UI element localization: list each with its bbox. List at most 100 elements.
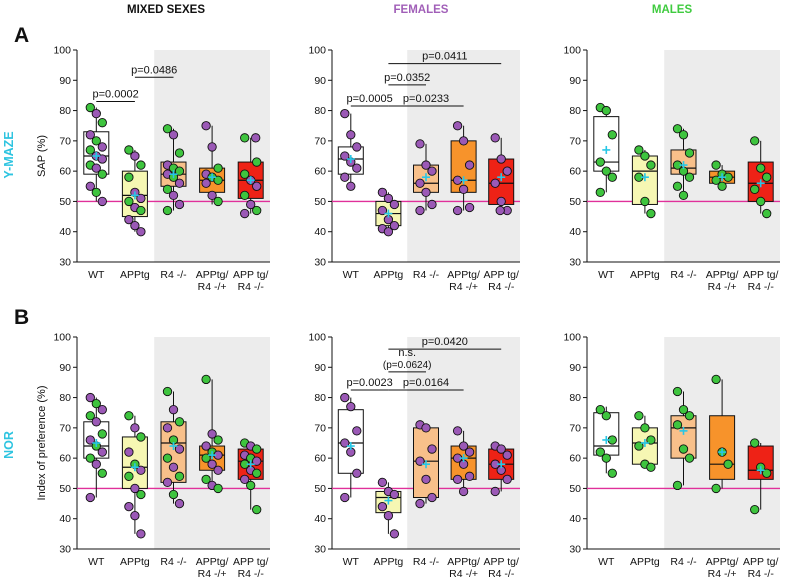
mean-marker (497, 173, 506, 182)
data-point-male (162, 205, 173, 216)
data-point-male (711, 175, 721, 185)
data-point-male (252, 444, 262, 454)
data-point-female (174, 199, 185, 210)
data-point-male (162, 124, 173, 134)
x-category-label: WT (88, 556, 105, 568)
data-point-female (174, 444, 185, 454)
x-category-label: R4 -/- (488, 568, 515, 580)
data-point-male (124, 411, 134, 421)
data-point-female (246, 199, 256, 210)
data-point-female (162, 477, 173, 488)
y-tick-label: 100 (53, 45, 71, 57)
data-point-female (136, 227, 146, 237)
x-category-label: R4 -/- (413, 269, 440, 281)
x-category-label: R4 -/- (670, 269, 697, 281)
x-category-label: APP tg/ (233, 556, 268, 568)
data-point-male (634, 411, 644, 421)
data-point-female (85, 435, 95, 445)
data-point-female (383, 193, 394, 204)
data-point-male (124, 196, 134, 207)
data-point-female (427, 199, 437, 210)
chart-nor-males: 30 40 50 60 70 80 90 100 WT APPtg R4 -/- APPtg/R4 -… (563, 332, 780, 580)
data-point-male (595, 447, 605, 457)
x-category-label: APPtg/ (196, 556, 229, 568)
data-point-male (684, 411, 695, 421)
y-axis-title: SAP (%) (36, 135, 48, 177)
y-tick-label: 90 (59, 75, 71, 87)
data-point-male (672, 480, 683, 491)
data-point-female (136, 529, 146, 539)
data-point-male (762, 468, 772, 478)
y-tick-label: 70 (59, 135, 71, 147)
data-point-female (130, 221, 140, 231)
data-point-female (502, 474, 512, 484)
mean-marker (679, 161, 688, 170)
significance-label: p=0.0005 (347, 93, 393, 105)
y-tick-label: 50 (59, 196, 71, 208)
y-tick-label: 90 (314, 362, 326, 374)
data-point-male (124, 471, 134, 481)
mean-marker (602, 435, 611, 444)
data-point-female (421, 474, 431, 484)
data-point-male (174, 471, 185, 481)
data-point-female (421, 423, 431, 433)
data-point-male (85, 145, 95, 155)
data-point-male (711, 374, 721, 385)
data-point-female (389, 221, 400, 231)
data-point-female (162, 423, 173, 433)
data-point-female (340, 172, 350, 182)
significance-label: p=0.0002 (93, 88, 139, 100)
data-point-female (421, 187, 431, 197)
x-category-label: APPtg (630, 269, 660, 281)
data-point-female (252, 456, 262, 466)
data-point-male (717, 181, 727, 191)
data-point-female (97, 447, 107, 457)
x-category-label: APPtg/ (447, 269, 480, 281)
y-tick-label: 40 (314, 513, 326, 525)
x-category-label: R4 -/+ (198, 568, 227, 580)
data-point-male (601, 105, 611, 116)
data-point-male (252, 205, 262, 216)
data-point-male (91, 398, 101, 409)
data-point-female (97, 196, 107, 207)
data-point-male (711, 160, 721, 170)
y-tick-label: 50 (314, 196, 326, 208)
mean-marker (92, 439, 101, 447)
data-point-female (136, 193, 146, 204)
data-point-male (595, 405, 605, 415)
y-tick-label: 70 (569, 422, 581, 434)
x-category-label: R4 -/- (670, 556, 697, 568)
data-point-male (213, 175, 223, 185)
x-category-label: R4 -/+ (198, 281, 227, 293)
data-point-female (415, 178, 425, 188)
data-point-female (427, 444, 437, 454)
data-point-female (251, 133, 261, 143)
box-iqr (121, 436, 148, 489)
data-point-female (130, 483, 140, 494)
data-point-female (240, 208, 250, 219)
header-males: MALES (652, 4, 693, 16)
x-category-label: WT (598, 269, 615, 281)
x-category-label: APPtg (120, 269, 150, 281)
y-tick-label: 30 (569, 257, 581, 269)
data-point-female (130, 511, 140, 521)
y-tick-label: 70 (314, 135, 326, 147)
y-tick-label: 40 (59, 226, 71, 238)
data-point-male (201, 474, 211, 484)
data-point-female (207, 142, 217, 152)
data-point-male (684, 453, 695, 463)
y-tick-label: 90 (569, 75, 581, 87)
data-point-female (130, 423, 140, 433)
data-point-male (684, 148, 695, 158)
data-point-female (136, 465, 146, 475)
data-point-female (201, 441, 211, 451)
data-point-male (678, 405, 689, 415)
chart-nor-females: 30 40 50 60 70 80 90 100 WT APPtg R4 -/- APPtg/R4 -… (308, 332, 520, 580)
data-point-male (174, 417, 185, 427)
data-point-female (85, 181, 95, 191)
y-tick-label: 60 (569, 453, 581, 465)
x-category-label: APP tg/ (743, 556, 778, 568)
y-tick-label: 40 (569, 513, 581, 525)
mean-marker (246, 176, 255, 185)
